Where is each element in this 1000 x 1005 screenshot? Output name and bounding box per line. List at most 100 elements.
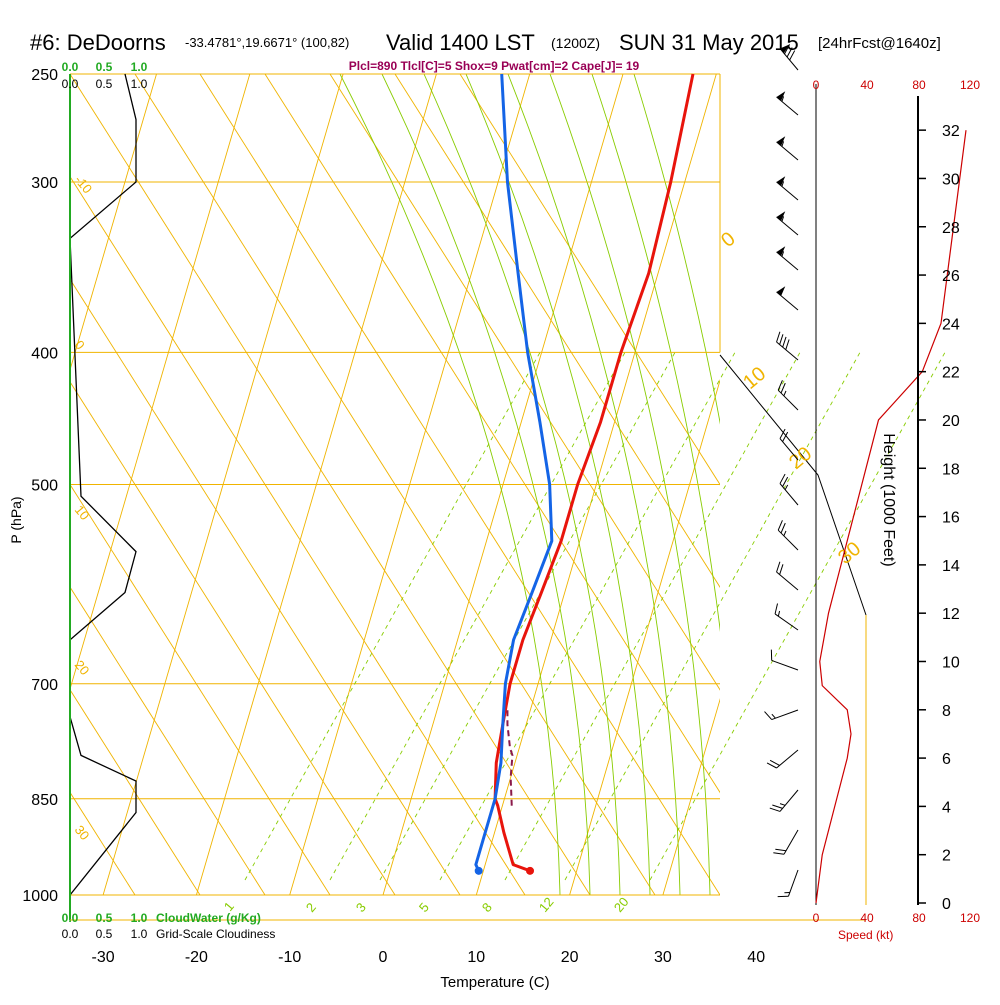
height-tick-label: 20	[942, 413, 960, 430]
wind-barb-feather	[765, 710, 772, 721]
speed-tick-top: 80	[912, 78, 926, 92]
parcel-line	[507, 709, 512, 806]
wind-barb-flag	[777, 89, 788, 101]
mixing-ratio-line	[505, 352, 800, 880]
cloudiness-tick-bottom: 1.0	[131, 927, 148, 941]
dry-adiabat-label: 20	[72, 657, 93, 678]
panel-boundary	[720, 355, 866, 615]
wind-barb	[775, 520, 805, 550]
wind-barb	[777, 134, 805, 160]
wind-barb-feather	[778, 893, 789, 900]
cloudiness-tick-bottom: 0.0	[62, 927, 79, 941]
temperature-tick-label: -20	[185, 949, 208, 966]
dry-adiabat-line	[0, 74, 5, 895]
pressure-tick-label: 300	[31, 175, 58, 192]
cloudiness-tick-top: 0.5	[96, 77, 113, 91]
wind-barb-feather	[775, 520, 785, 530]
cloudwater-tick-bottom: 1.0	[131, 911, 148, 925]
speed-tick-bottom: 80	[912, 911, 926, 925]
mixing-ratio-line	[330, 352, 625, 880]
wind-barb-staff	[772, 660, 798, 670]
temperature-tick-label: 0	[379, 949, 388, 966]
temperature-tick-label: 20	[561, 949, 579, 966]
temperature-tick-label: 40	[747, 949, 765, 966]
speed-tick-bottom: 120	[960, 911, 980, 925]
wind-barb-staff	[778, 390, 798, 410]
wind-barb-feather	[770, 805, 780, 814]
wind-barb	[777, 284, 805, 310]
y-axis-title: P (hPa)	[8, 496, 24, 543]
height-tick-label: 4	[942, 799, 951, 816]
speed-tick-bottom: 40	[860, 911, 874, 925]
isotherm-line	[850, 74, 1000, 895]
temperature-tick-label: -10	[278, 949, 301, 966]
moist-adiabat-label: 10	[739, 363, 770, 394]
mixing-ratio-label: 3	[353, 900, 369, 915]
wind-barb	[773, 332, 804, 360]
wind-barb-flag	[777, 174, 788, 186]
cloudwater-label: CloudWater (g/Kg)	[156, 911, 261, 925]
height-tick-label: 8	[942, 703, 951, 720]
mixing-ratio-line	[650, 352, 945, 880]
wind-barb-half	[772, 714, 776, 719]
height-tick-label: 2	[942, 848, 951, 865]
wind-barb	[767, 742, 798, 770]
pressure-tick-label: 700	[31, 677, 58, 694]
mixing-ratio-label: 20	[611, 894, 632, 915]
wind-barb-flag	[777, 209, 788, 221]
height-axis-title: Height (1000 Feet)	[880, 433, 897, 566]
temperature-line	[495, 74, 693, 871]
station-coords: -33.4781°,19.6671° (100,82)	[185, 35, 349, 50]
cloudiness-tick-top: 1.0	[131, 77, 148, 91]
wind-barb-staff	[778, 530, 798, 550]
x-axis-title: Temperature (C)	[440, 974, 549, 991]
speed-tick-bottom: 0	[813, 911, 820, 925]
wind-barb-staff	[777, 750, 798, 768]
wind-barb-feather	[777, 429, 787, 438]
wind-barb	[777, 244, 805, 270]
wind-barb-flag	[777, 244, 788, 256]
wind-barb	[778, 867, 798, 900]
wind-barb-staff	[788, 870, 798, 896]
mixing-ratio-label: 2	[303, 900, 319, 915]
wind-barb-staff	[772, 710, 798, 720]
speed-tick-top: 40	[860, 78, 874, 92]
mixing-ratio-label: 8	[479, 900, 495, 915]
height-tick-label: 10	[942, 654, 960, 671]
wind-barb	[765, 701, 798, 721]
temperature-tick-label: 10	[467, 949, 485, 966]
wind-barb-staff	[780, 484, 798, 505]
cloudiness-label: Grid-Scale Cloudiness	[156, 927, 275, 941]
speed-axis-title: Speed (kt)	[838, 928, 893, 942]
dry-adiabat-label: 30	[72, 822, 93, 843]
wind-barb	[777, 89, 805, 115]
speed-tick-top: 0	[813, 78, 820, 92]
wind-barb-flag	[777, 134, 788, 146]
wind-barb	[770, 784, 798, 815]
wind-barb-staff	[775, 614, 798, 630]
cloudiness-tick-top: 0.0	[62, 77, 79, 91]
pressure-tick-label: 400	[31, 345, 58, 362]
side-panels	[70, 42, 966, 920]
pressure-tick-label: 850	[31, 792, 58, 809]
cloudwater-tick-top: 0.0	[62, 60, 79, 74]
indices-line: Plcl=890 Tlcl[C]=5 Shox=9 Pwat[cm]=2 Cap…	[349, 59, 640, 73]
wind-barb-staff	[780, 790, 798, 811]
wind-barb	[777, 474, 805, 505]
isotherm-line	[756, 74, 996, 895]
wind-barb	[772, 603, 804, 630]
valid-date: SUN 31 May 2015	[619, 30, 799, 55]
dewpoint-line-surface-dot	[475, 867, 483, 875]
cloudwater-tick-bottom: 0.5	[96, 911, 113, 925]
station-title: #6: DeDoorns	[30, 30, 166, 55]
wind-barb	[777, 209, 805, 235]
pressure-tick-label: 1000	[22, 888, 58, 905]
pressure-tick-label: 500	[31, 478, 58, 495]
mixing-ratio-label: 12	[536, 894, 557, 915]
height-tick-label: 32	[942, 123, 960, 140]
cloudwater-tick-top: 0.5	[96, 60, 113, 74]
wind-barb	[768, 650, 801, 670]
